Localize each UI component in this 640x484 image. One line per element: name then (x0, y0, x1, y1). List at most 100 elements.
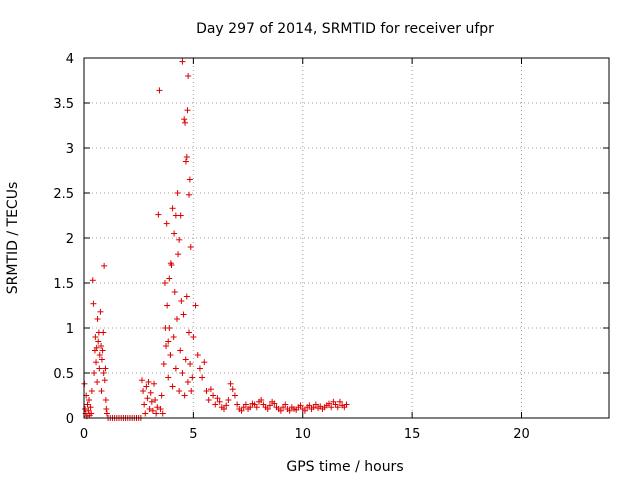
data-point (253, 404, 260, 411)
data-point (282, 401, 289, 408)
data-point (141, 401, 148, 408)
data-point (192, 302, 199, 309)
data-point (103, 406, 110, 412)
data-point (157, 406, 164, 412)
data-point (89, 277, 96, 284)
data-point (227, 380, 234, 387)
data-point (164, 302, 171, 309)
data-point (216, 398, 223, 405)
grid (84, 58, 609, 418)
data-point (155, 211, 162, 218)
data-point (158, 392, 165, 399)
data-point (183, 293, 190, 300)
data-point (210, 392, 217, 399)
y-axis-label: SRMTID / TECUs (5, 182, 21, 295)
data-point (90, 300, 97, 307)
data-point (205, 397, 212, 403)
data-point (171, 289, 178, 295)
data-point (187, 361, 194, 367)
data-point (165, 338, 172, 345)
data-point (148, 398, 155, 405)
data-point (100, 329, 107, 336)
data-point (170, 334, 177, 340)
data-point (312, 401, 319, 408)
data-point (196, 365, 203, 372)
data-point (169, 205, 176, 212)
y-tick-label: 1.5 (53, 277, 74, 292)
x-tick-label: 20 (513, 427, 530, 442)
plot-frame (83, 57, 610, 419)
data-point (162, 325, 169, 331)
y-tick-label: 2 (66, 232, 74, 247)
data-point (145, 379, 152, 385)
data-point (103, 410, 110, 417)
data-point (163, 343, 170, 349)
data-point (336, 398, 343, 405)
data-point (140, 388, 147, 394)
data-point (84, 401, 91, 408)
data-point (182, 119, 189, 126)
data-point (181, 116, 188, 123)
data-point (182, 356, 189, 363)
data-point (146, 406, 153, 412)
data-point (264, 406, 271, 412)
data-point (186, 191, 192, 198)
chart-title: Day 297 of 2014, SRMTID for receiver ufp… (196, 21, 494, 37)
data-point (156, 87, 163, 94)
data-point (184, 107, 191, 114)
y-tick-label: 0.5 (53, 367, 74, 382)
data-point (277, 407, 284, 414)
data-point (186, 176, 193, 183)
data-point (187, 244, 194, 250)
y-tick-label: 2.5 (53, 187, 74, 202)
data-point (194, 352, 201, 358)
data-point (88, 388, 95, 394)
data-point (271, 400, 278, 407)
data-point (173, 316, 180, 322)
x-axis-label: GPS time / hours (286, 459, 403, 475)
data-point (93, 359, 100, 366)
data-point (203, 388, 210, 394)
data-point (306, 402, 313, 409)
data-point (185, 73, 192, 79)
data-point (159, 410, 166, 417)
data-point (171, 230, 178, 237)
data-point (86, 397, 93, 403)
data-point (160, 361, 167, 367)
x-tick-label: 15 (404, 427, 421, 442)
data-point (169, 383, 176, 390)
data-point (212, 401, 219, 408)
data-point (201, 359, 208, 366)
data-point (172, 365, 179, 372)
data-point (100, 370, 107, 376)
data-point (96, 365, 103, 372)
data-point (102, 365, 109, 372)
data-point (97, 308, 104, 315)
data-point (238, 407, 245, 414)
data-points (81, 58, 350, 421)
data-point (101, 262, 108, 269)
data-point (87, 404, 94, 411)
data-point (143, 383, 150, 390)
data-point (326, 400, 332, 407)
data-point (258, 397, 265, 403)
data-point (182, 158, 189, 165)
data-point (183, 154, 190, 160)
data-point (94, 316, 101, 322)
data-point (176, 388, 183, 394)
data-point (181, 392, 188, 399)
data-point (153, 410, 160, 417)
data-point (166, 275, 173, 282)
data-point (94, 379, 101, 385)
data-point (161, 280, 168, 286)
y-tick-label: 3 (66, 142, 74, 157)
data-point (95, 338, 102, 345)
data-point (189, 374, 196, 381)
data-point (328, 404, 335, 411)
data-point (190, 334, 197, 340)
data-point (343, 401, 350, 408)
data-point (177, 212, 184, 219)
data-point (167, 352, 174, 358)
